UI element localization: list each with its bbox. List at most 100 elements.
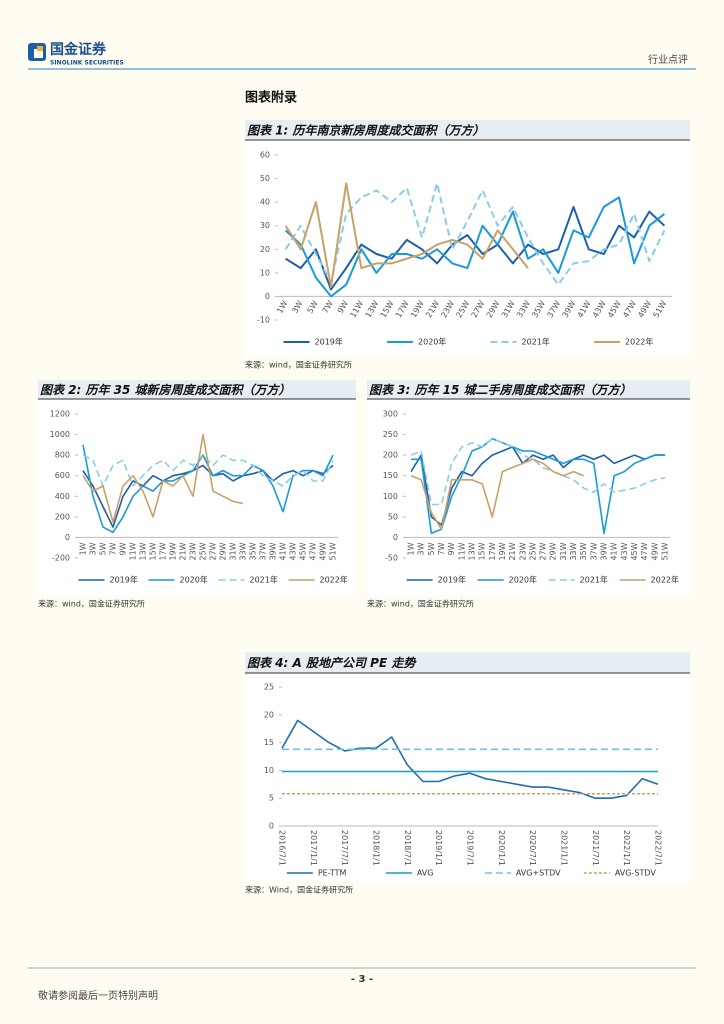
x-tick-label: 27W bbox=[539, 542, 548, 560]
x-tick-label: 1W bbox=[407, 542, 416, 555]
x-tick-label: 19W bbox=[169, 542, 178, 560]
legend-label: 2022年 bbox=[625, 337, 653, 347]
series-line bbox=[284, 182, 529, 288]
x-tick-label: 29W bbox=[219, 542, 228, 560]
y-tick-label: 60 bbox=[260, 151, 270, 160]
x-tick-label: 37W bbox=[259, 542, 268, 560]
x-tick-label: 13W bbox=[139, 542, 148, 560]
y-tick-label: 10 bbox=[264, 766, 274, 775]
x-tick-label: 39W bbox=[600, 542, 609, 560]
x-tick-label: 41W bbox=[610, 542, 619, 560]
x-tick-label: 2022/7/1 bbox=[654, 830, 663, 866]
y-tick-label: 30 bbox=[260, 221, 270, 230]
x-tick-label: 9W bbox=[119, 542, 128, 555]
section: 行业点评 bbox=[648, 53, 688, 66]
y-tick-label: 1000 bbox=[50, 430, 70, 439]
x-tick-label: 2021/1/1 bbox=[560, 830, 569, 866]
y-tick-label: 600 bbox=[55, 471, 70, 480]
y-tick-label: 10 bbox=[260, 268, 270, 277]
y-tick-label: 0 bbox=[65, 533, 70, 542]
title-bar bbox=[245, 652, 690, 673]
x-tick-label: 47W bbox=[640, 542, 649, 560]
x-tick-label: 33W bbox=[239, 542, 248, 560]
x-tick-label: 2016/7/1 bbox=[278, 830, 287, 866]
x-tick-label: 7W bbox=[437, 542, 446, 555]
x-tick-label: 3W bbox=[417, 542, 426, 555]
y-tick-label: 5 bbox=[269, 794, 274, 803]
series-line bbox=[411, 437, 665, 535]
x-tick-label: 45W bbox=[630, 542, 639, 560]
y-tick-label: 20 bbox=[260, 245, 270, 254]
source-note: 来源：Wind，国金证券研究所 bbox=[245, 885, 353, 895]
y-tick-label: 200 bbox=[55, 512, 70, 521]
x-tick-label: 9W bbox=[447, 542, 456, 555]
y-tick-label: 20 bbox=[264, 710, 274, 719]
source-note: 来源：wind，国金证券研究所 bbox=[38, 599, 145, 609]
legend-label: 2021年 bbox=[250, 575, 278, 585]
x-tick-label: 27W bbox=[209, 542, 218, 560]
legend-label: 2022年 bbox=[651, 575, 679, 585]
legend-label: 2020年 bbox=[418, 337, 446, 347]
y-tick-label: 15 bbox=[264, 738, 274, 747]
x-tick-label: 29W bbox=[549, 542, 558, 560]
y-tick-label: -10 bbox=[257, 316, 270, 325]
y-tick-label: -50 bbox=[385, 554, 398, 563]
series-line bbox=[284, 182, 666, 286]
x-tick-label: 43W bbox=[289, 542, 298, 560]
disclaimer: 敬请参阅最后一页特别声明 bbox=[38, 989, 158, 1002]
legend-label: 2021年 bbox=[522, 337, 550, 347]
x-tick-label: 39W bbox=[269, 542, 278, 560]
x-tick-label: 31W bbox=[559, 542, 568, 560]
x-tick-label: 2018/7/1 bbox=[403, 830, 412, 866]
chart-title: 图表 2: 历年 35 城新房周度成交面积（万方） bbox=[40, 383, 291, 397]
title-bar bbox=[367, 380, 690, 399]
page-number: - 3 - bbox=[351, 974, 373, 985]
x-tick-label: 5W bbox=[427, 542, 436, 555]
x-tick-label: 31W bbox=[229, 542, 238, 560]
x-tick-label: 23W bbox=[518, 542, 527, 560]
legend-label: 2021年 bbox=[580, 575, 608, 585]
x-tick-label: 51W bbox=[660, 542, 669, 560]
x-tick-label: 11W bbox=[457, 542, 466, 560]
y-tick-label: 40 bbox=[260, 198, 270, 207]
x-tick-label: 2017/1/1 bbox=[309, 830, 318, 866]
x-tick-label: 21W bbox=[508, 542, 517, 560]
x-tick-label: 25W bbox=[199, 542, 208, 560]
series-line bbox=[281, 719, 659, 799]
legend-label: 2020年 bbox=[509, 575, 537, 585]
y-tick-label: 1200 bbox=[50, 410, 70, 419]
y-tick-label: 50 bbox=[260, 174, 270, 183]
x-tick-label: 35W bbox=[249, 542, 258, 560]
x-tick-label: 35W bbox=[579, 542, 588, 560]
series-line bbox=[284, 196, 666, 298]
source-note: 来源：wind，国金证券研究所 bbox=[367, 599, 474, 609]
y-tick-label: 50 bbox=[388, 512, 398, 521]
series-line bbox=[410, 458, 584, 530]
y-tick-label: 0 bbox=[265, 292, 270, 301]
chart-frame bbox=[245, 141, 690, 356]
series-line bbox=[82, 464, 334, 528]
chart-title: 图表 1: 历年南京新房周度成交面积（万方） bbox=[247, 124, 485, 138]
legend-label: 2019年 bbox=[315, 337, 343, 347]
legend-label: AVG-STDV bbox=[615, 869, 657, 878]
legend-label: PE-TTM bbox=[318, 869, 347, 878]
x-tick-label: 47W bbox=[309, 542, 318, 560]
x-tick-label: 2019/7/1 bbox=[466, 830, 475, 866]
chart-frame bbox=[367, 400, 690, 596]
title-bar bbox=[38, 380, 356, 399]
legend-label: AVG+STDV bbox=[516, 869, 561, 878]
chart-title: 图表 3: 历年 15 城二手房周度成交面积（万方） bbox=[369, 383, 632, 397]
logo bbox=[28, 43, 46, 61]
x-tick-label: 33W bbox=[569, 542, 578, 560]
y-tick-label: -200 bbox=[52, 554, 70, 563]
y-tick-label: 0 bbox=[393, 533, 398, 542]
y-tick-label: 0 bbox=[269, 822, 274, 831]
x-tick-label: 45W bbox=[299, 542, 308, 560]
legend-label: 2020年 bbox=[180, 575, 208, 585]
y-tick-label: 800 bbox=[55, 451, 70, 460]
x-tick-label: 2018/1/1 bbox=[372, 830, 381, 866]
series-line bbox=[410, 437, 666, 506]
x-tick-label: 43W bbox=[620, 542, 629, 560]
x-tick-label: 23W bbox=[189, 542, 198, 560]
